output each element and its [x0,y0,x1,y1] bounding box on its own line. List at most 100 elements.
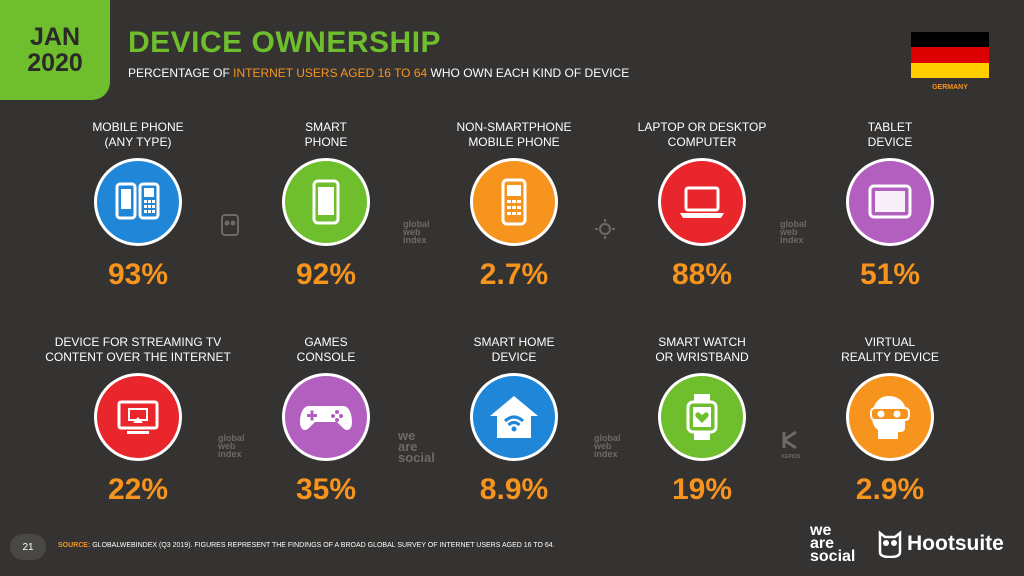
watermark-line: KEPIOS [781,454,801,460]
brand-line: we [810,522,832,539]
device-row-1: MOBILE PHONE (ANY TYPE) 93% SMART [44,120,984,335]
smart-home-icon [470,373,558,461]
device-label: SMART WATCH OR WRISTBAND [655,335,748,367]
smartwatch-icon [658,373,746,461]
device-value: 35% [295,473,357,506]
device-label-line-1: NON-SMARTPHONE [456,120,572,134]
device-label-line-1: GAMES [304,335,348,349]
watermark-line: global [594,433,621,443]
tablet-icon [846,158,934,246]
page-subtitle: PERCENTAGE OF INTERNET USERS AGED 16 TO … [128,66,629,80]
device-label-line-2: DEVICE [491,350,537,364]
source-text: GLOBALWEBINDEX (Q3 2019). FIGURES REPRES… [90,542,555,549]
device-value: 51% [859,258,921,291]
brand-line: are [810,535,835,552]
watermark-line: web [594,441,612,451]
device-value: 22% [107,473,169,506]
watermark-line: global [218,433,245,443]
watermark-line: index [403,235,427,245]
watermark-line: index [594,449,618,459]
device-label: VIRTUAL REALITY DEVICE [841,335,939,367]
device-value: 92% [295,258,357,291]
device-label-line-2: PHONE [304,135,348,149]
device-card: NON-SMARTPHONE MOBILE PHONE 2.7% [420,120,608,335]
device-card: DEVICE FOR STREAMING TV CONTENT OVER THE… [44,335,232,550]
device-label-line-1: SMART HOME [473,335,555,349]
device-card: GAMES CONSOLE 35% [232,335,420,550]
device-card: TABLET DEVICE 51% [796,120,984,335]
hootsuite-wordmark: Hootsuite [907,532,1004,555]
source-note: SOURCE: GLOBALWEBINDEX (Q3 2019). FIGURE… [58,542,555,549]
subtitle-post: WHO OWN EACH KIND OF DEVICE [427,66,630,80]
date-badge: JAN 2020 [0,0,110,100]
page-title: DEVICE OWNERSHIP [128,26,442,59]
device-label: TABLET DEVICE [868,120,913,152]
kepios-logo-icon [782,430,797,450]
device-grid: MOBILE PHONE (ANY TYPE) 93% SMART [44,120,984,550]
germany-flag-icon [911,32,989,78]
device-label-line-2: OR WRISTBAND [655,350,749,364]
watermark-line: index [218,449,242,459]
device-label-line-2: CONTENT OVER THE INTERNET [45,350,231,364]
device-label-line-1: MOBILE PHONE [92,120,184,134]
watermark-line: we [398,428,416,443]
device-card: SMART HOME DEVICE 8.9% [420,335,608,550]
device-card: SMART WATCH OR WRISTBAND 19% [608,335,796,550]
hootsuite-logo: Hootsuite [877,530,1004,558]
device-label: SMART PHONE [305,120,348,152]
gwi-watermark: global web index [218,433,245,459]
lightbulb-watermark-icon [595,219,615,239]
feature-phone-icon [470,158,558,246]
gwi-watermark: global web index [403,219,430,245]
device-label: NON-SMARTPHONE MOBILE PHONE [456,120,571,152]
device-label-line-1: SMART [305,120,347,134]
device-label: SMART HOME DEVICE [474,335,555,367]
device-label-line-1: SMART WATCH [658,335,746,349]
streaming-tv-icon [94,373,182,461]
device-value: 2.9% [855,473,925,506]
device-label-line-2: MOBILE PHONE [468,135,560,149]
we-are-social-logo: we are social [810,522,856,565]
date-year: 2020 [27,49,83,77]
device-label-line-1: VIRTUAL [864,335,916,349]
was-watermark: we are social [398,428,435,465]
device-label: GAMES CONSOLE [297,335,356,367]
owl-logo-icon [878,530,902,558]
watermark-line: index [780,235,804,245]
device-label-line-1: TABLET [867,120,913,134]
source-label: SOURCE: [58,542,91,549]
subtitle-highlight: INTERNET USERS AGED 16 TO 64 [233,66,428,80]
device-label: DEVICE FOR STREAMING TV CONTENT OVER THE… [45,335,231,367]
device-value: 19% [671,473,733,506]
device-card: SMART PHONE 92% [232,120,420,335]
device-value: 8.9% [479,473,549,506]
device-value: 93% [107,258,169,291]
device-label-line-2: REALITY DEVICE [841,350,939,364]
brand-line: social [810,548,856,565]
gwi-watermark: global web index [594,433,621,459]
watermark-line: global [403,219,430,229]
device-label-line-2: (ANY TYPE) [104,135,172,149]
device-card: MOBILE PHONE (ANY TYPE) 93% [44,120,232,335]
device-label-line-2: COMPUTER [667,135,737,149]
device-label-line-2: CONSOLE [296,350,356,364]
kepios-watermark: KEPIOS [781,430,801,461]
watermark-line: are [398,439,418,454]
watermark-line: web [403,227,421,237]
device-value: 88% [671,258,733,291]
device-card: LAPTOP OR DESKTOP COMPUTER 88% [608,120,796,335]
mobile-phones-icon [94,158,182,246]
device-row-2: DEVICE FOR STREAMING TV CONTENT OVER THE… [44,335,984,550]
owl-watermark-icon [221,214,239,236]
smartphone-icon [282,158,370,246]
device-label: LAPTOP OR DESKTOP COMPUTER [638,120,767,152]
country-label: GERMANY [932,84,968,91]
subtitle-pre: PERCENTAGE OF [128,66,234,80]
device-card: VIRTUAL REALITY DEVICE 2.9% [796,335,984,550]
watermark-line: social [398,450,435,465]
game-controller-icon [282,373,370,461]
device-label-line-2: DEVICE [867,135,913,149]
device-label: MOBILE PHONE (ANY TYPE) [92,120,183,152]
laptop-icon [658,158,746,246]
page-number: 21 [10,534,46,560]
